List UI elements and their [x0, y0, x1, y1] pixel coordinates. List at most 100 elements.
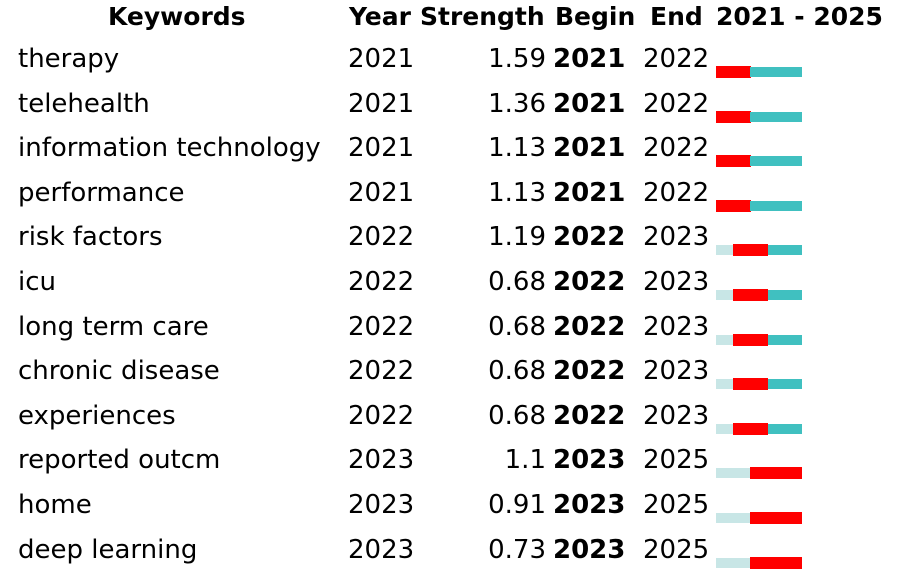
end-cell: 2023 — [643, 311, 710, 342]
year-cell: 2022 — [348, 267, 415, 297]
burst-timeline — [716, 66, 803, 78]
burst-segment — [733, 244, 751, 257]
burst-segment — [750, 556, 769, 569]
begin-cell: 2023 — [553, 534, 626, 565]
header-year: Year — [349, 2, 411, 31]
header-range: 2021 - 2025 — [716, 2, 883, 31]
begin-cell: 2022 — [553, 400, 626, 431]
keyword-cell: chronic disease — [18, 356, 220, 387]
burst-segment — [733, 289, 751, 301]
active-year-segment — [784, 334, 803, 345]
active-year-segment — [750, 200, 769, 211]
keyword-cell: experiences — [18, 400, 176, 431]
active-year-segment — [767, 67, 786, 77]
burst-timeline — [716, 155, 803, 168]
year-cell: 2021 — [348, 88, 415, 119]
active-year-segment — [784, 290, 803, 300]
burst-timeline — [716, 289, 803, 301]
burst-timeline — [716, 512, 803, 524]
keyword-cell: therapy — [18, 44, 120, 74]
active-year-segment — [784, 245, 803, 256]
end-cell: 2025 — [643, 490, 710, 520]
burst-segment — [750, 244, 769, 257]
inactive-year-segment — [716, 245, 734, 256]
table-row: information technology 2021 1.13 2021 2022 — [0, 129, 904, 174]
year-cell: 2021 — [348, 177, 415, 208]
inactive-year-segment — [716, 290, 734, 300]
keyword-cell: performance — [18, 177, 185, 208]
end-cell: 2025 — [643, 445, 710, 476]
end-cell: 2022 — [643, 44, 710, 74]
burst-segment — [750, 289, 769, 301]
inactive-year-segment — [716, 468, 734, 479]
begin-cell: 2022 — [553, 356, 626, 387]
burst-segment — [750, 512, 769, 524]
active-year-segment — [767, 290, 786, 300]
strength-cell: 0.68 — [488, 400, 546, 431]
active-year-segment — [767, 245, 786, 256]
burst-timeline — [716, 244, 803, 257]
inactive-year-segment — [716, 423, 734, 434]
begin-cell: 2022 — [553, 222, 626, 253]
begin-cell: 2023 — [553, 490, 626, 520]
active-year-segment — [767, 423, 786, 434]
burst-segment — [750, 333, 769, 346]
strength-cell: 0.91 — [488, 490, 546, 520]
active-year-segment — [750, 111, 769, 122]
keyword-cell: reported outcm — [18, 445, 221, 476]
year-cell: 2021 — [348, 44, 415, 74]
table-row: therapy 2021 1.59 2021 2022 — [0, 40, 904, 85]
burst-segment — [750, 378, 769, 391]
active-year-segment — [750, 67, 769, 77]
burst-segment — [716, 199, 734, 212]
strength-cell: 0.68 — [488, 356, 546, 387]
inactive-year-segment — [716, 379, 734, 390]
inactive-year-segment — [733, 557, 751, 568]
inactive-year-segment — [716, 334, 734, 345]
active-year-segment — [767, 111, 786, 122]
begin-cell: 2021 — [553, 44, 626, 74]
burst-timeline — [716, 422, 803, 435]
table-row: telehealth 2021 1.36 2021 2022 — [0, 85, 904, 130]
keyword-cell: deep learning — [18, 534, 198, 565]
burst-segment — [733, 155, 751, 168]
keyword-cell: long term care — [18, 311, 209, 342]
keyword-cell: telehealth — [18, 88, 150, 119]
table-row: experiences 2022 0.68 2022 2023 — [0, 397, 904, 442]
inactive-year-segment — [733, 513, 751, 523]
begin-cell: 2021 — [553, 133, 626, 164]
burst-timeline — [716, 110, 803, 123]
table-row: icu 2022 0.68 2022 2023 — [0, 263, 904, 308]
year-cell: 2023 — [348, 534, 415, 565]
burst-segment — [784, 512, 803, 524]
year-cell: 2022 — [348, 311, 415, 342]
burst-segment — [784, 467, 803, 480]
strength-cell: 1.13 — [488, 133, 546, 164]
table-header: Keywords Year Strength Begin End 2021 - … — [0, 0, 904, 40]
end-cell: 2023 — [643, 222, 710, 253]
end-cell: 2023 — [643, 267, 710, 297]
end-cell: 2025 — [643, 534, 710, 565]
burst-segment — [784, 556, 803, 569]
burst-segment — [733, 110, 751, 123]
table-row: deep learning 2023 0.73 2023 2025 — [0, 531, 904, 576]
begin-cell: 2021 — [553, 88, 626, 119]
strength-cell: 1.1 — [504, 445, 546, 476]
inactive-year-segment — [716, 513, 734, 523]
strength-cell: 0.73 — [488, 534, 546, 565]
begin-cell: 2022 — [553, 311, 626, 342]
end-cell: 2022 — [643, 88, 710, 119]
table-row: reported outcm 2023 1.1 2023 2025 — [0, 441, 904, 486]
burst-segment — [716, 155, 734, 168]
header-keywords: Keywords — [108, 2, 246, 31]
burst-segment — [733, 422, 751, 435]
burst-timeline — [716, 467, 803, 480]
active-year-segment — [784, 423, 803, 434]
table-row: chronic disease 2022 0.68 2022 2023 — [0, 352, 904, 397]
strength-cell: 0.68 — [488, 267, 546, 297]
active-year-segment — [784, 67, 803, 77]
active-year-segment — [784, 111, 803, 122]
burst-segment — [716, 66, 734, 78]
strength-cell: 1.36 — [488, 88, 546, 119]
end-cell: 2023 — [643, 400, 710, 431]
